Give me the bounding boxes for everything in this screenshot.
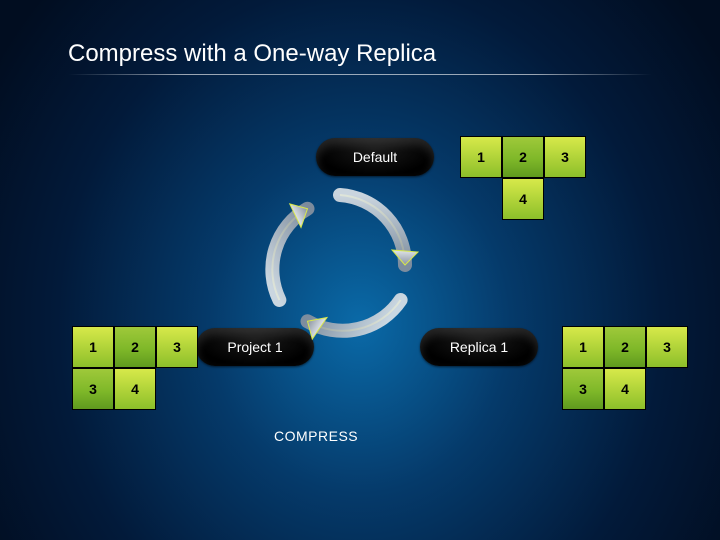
grid-cell: 2 [114, 326, 156, 368]
grid-cell: 3 [72, 368, 114, 410]
cycle-arrow-3 [240, 197, 340, 300]
pill-default-label: Default [353, 149, 397, 165]
cycle-arrow-1 [340, 195, 418, 265]
grid-cell: 3 [562, 368, 604, 410]
grid-cell: 3 [156, 326, 198, 368]
slide-title: Compress with a One-way Replica [68, 40, 652, 74]
cycle-arrows [250, 180, 430, 350]
grid-cell: 4 [604, 368, 646, 410]
grid-cell: 1 [72, 326, 114, 368]
pill-replica1-label: Replica 1 [450, 339, 508, 355]
cycle-arrow-2 [301, 265, 401, 368]
pill-replica1: Replica 1 [420, 328, 538, 366]
grid-cell: 1 [562, 326, 604, 368]
grid-cell: 1 [460, 136, 502, 178]
grid-cell: 4 [114, 368, 156, 410]
grid-cell: 3 [646, 326, 688, 368]
title-underline [68, 74, 652, 75]
grid-cell: 3 [544, 136, 586, 178]
grid-cell: 2 [502, 136, 544, 178]
grid-cell: 2 [604, 326, 646, 368]
compress-label: COMPRESS [274, 428, 358, 444]
pill-default: Default [316, 138, 434, 176]
grid-cell: 4 [502, 178, 544, 220]
